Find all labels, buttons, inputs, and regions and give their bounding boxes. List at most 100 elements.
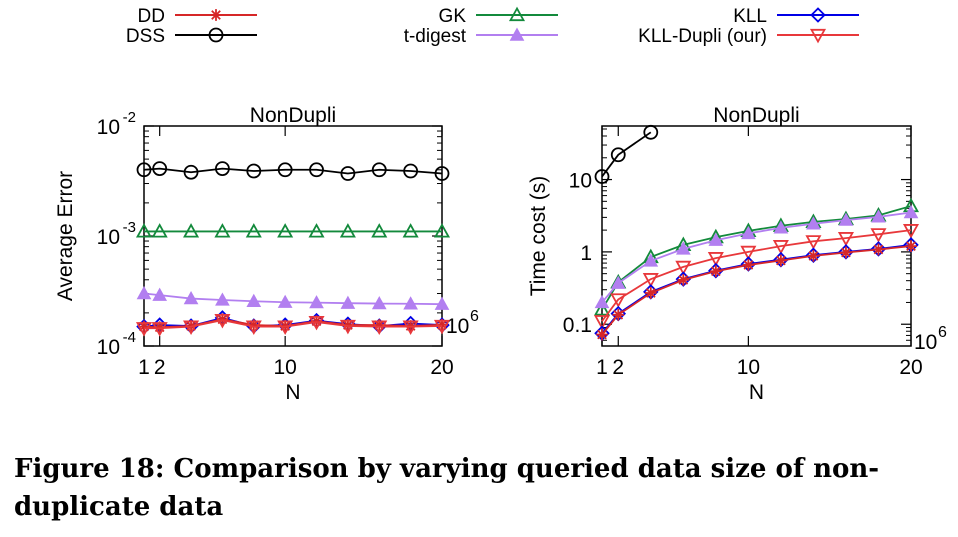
data-point-dd: [840, 246, 852, 259]
data-point-gk: [402, 223, 419, 238]
data-point-dss: [215, 161, 230, 176]
x-tick-label: 1: [138, 356, 150, 379]
x-tick-label: 10: [737, 356, 760, 379]
data-point-kll-dupli-our: [135, 322, 153, 337]
legend-item-kll: KLL: [733, 6, 859, 27]
data-point-kll-dupli-our: [837, 232, 854, 247]
x-multiplier: 10: [914, 331, 937, 354]
data-point-kll-dupli-our: [593, 315, 611, 330]
legend-marker-kll: [810, 7, 826, 23]
data-point-dss: [309, 162, 324, 178]
y-tick-exponent: -4: [123, 329, 136, 346]
legend-label-t-digest: t-digest: [404, 26, 467, 47]
data-point-dss: [246, 163, 262, 179]
data-point-dss: [434, 166, 450, 181]
data-point-kll-dupli-our: [805, 235, 822, 250]
legend-item-kll-dupli-our: KLL-Dupli (our): [638, 26, 859, 47]
data-point-dd: [807, 250, 820, 262]
x-tick-label: 10: [273, 356, 296, 379]
x-tick-label: 1: [596, 356, 608, 379]
data-point-t-digest: [741, 225, 756, 240]
data-point-kll-dupli-our: [183, 320, 200, 335]
legend-marker-kll-dupli-our: [809, 28, 827, 44]
data-point-kll: [838, 244, 854, 260]
data-point-t-digest: [403, 296, 418, 310]
data-point-dss: [610, 147, 626, 163]
data-point-t-digest: [434, 296, 450, 310]
data-point-kll-dupli-our: [371, 320, 388, 335]
chart-title: NonDupli: [250, 104, 336, 127]
data-point-gk: [339, 223, 356, 238]
series-dd: [596, 240, 917, 341]
series-kll-dupli-our: [593, 224, 920, 330]
data-point-t-digest: [340, 295, 356, 309]
x-axis-label: N: [285, 381, 300, 404]
data-point-t-digest: [152, 287, 168, 301]
data-point-dd: [138, 320, 150, 333]
data-point-t-digest: [277, 294, 293, 308]
data-point-gk: [277, 223, 294, 238]
data-point-kll-dupli-our: [740, 245, 757, 261]
x-multiplier-exponent: 6: [938, 324, 947, 341]
data-point-dd: [596, 328, 608, 341]
data-point-kll-dupli-our: [433, 319, 451, 335]
data-point-gk: [371, 223, 388, 238]
data-point-dss: [643, 124, 659, 140]
legend-item-dd: DD: [138, 6, 257, 27]
legend-label-kll-dupli-our: KLL-Dupli (our): [638, 26, 767, 47]
data-point-dss: [183, 164, 199, 180]
data-point-t-digest: [309, 295, 324, 309]
data-point-dss: [371, 162, 387, 178]
chart-title: NonDupli: [713, 104, 799, 127]
data-point-dss: [340, 166, 356, 181]
data-point-t-digest: [371, 296, 387, 310]
data-point-kll-dupli-our: [339, 319, 356, 335]
legend-label-dss: DSS: [126, 26, 165, 47]
data-point-dss: [277, 162, 293, 178]
data-point-kll-dupli-our: [675, 260, 692, 276]
data-point-kll-dupli-our: [902, 224, 920, 239]
data-point-kll-dupli-our: [772, 240, 789, 255]
data-point-dd: [709, 265, 722, 278]
data-point-gk: [433, 223, 451, 238]
series-t-digest: [136, 285, 450, 310]
data-point-dss: [152, 161, 168, 176]
data-point-gk: [151, 223, 168, 238]
x-multiplier-exponent: 6: [470, 308, 479, 325]
data-point-kll-dupli-our: [642, 273, 659, 288]
series-line-kll-dupli-our: [601, 229, 912, 322]
data-point-dd: [436, 318, 448, 331]
x-axis-label: N: [749, 381, 764, 404]
data-point-t-digest: [871, 209, 886, 223]
data-point-gk: [183, 223, 200, 238]
legend-label-dd: DD: [138, 6, 165, 27]
data-point-gk: [308, 223, 325, 238]
legend-label-gk: GK: [439, 6, 467, 27]
data-point-t-digest: [246, 293, 262, 307]
data-point-gk: [135, 223, 153, 238]
y-tick-label: 10: [569, 170, 592, 193]
x-tick-label: 2: [154, 356, 166, 379]
y-tick-label: 10: [97, 336, 120, 359]
data-point-t-digest: [903, 205, 919, 219]
data-point-t-digest: [594, 294, 610, 309]
data-point-gk: [593, 301, 611, 316]
data-point-dd: [247, 319, 260, 331]
data-point-kll-dupli-our: [277, 320, 294, 335]
data-point-t-digest: [838, 212, 854, 226]
data-point-dd: [342, 319, 354, 331]
legend-marker-t-digest: [509, 27, 525, 41]
data-point-kll-dupli-our: [402, 320, 419, 335]
y-tick-label: 1: [580, 242, 592, 265]
data-point-dd: [153, 321, 166, 334]
data-point-t-digest: [806, 216, 821, 230]
data-point-dss: [403, 163, 419, 179]
data-point-dss: [594, 169, 610, 184]
data-point-kll-dupli-our: [610, 293, 627, 308]
series-kll: [594, 237, 919, 342]
data-point-t-digest: [773, 220, 789, 234]
x-tick-label: 20: [899, 356, 922, 379]
